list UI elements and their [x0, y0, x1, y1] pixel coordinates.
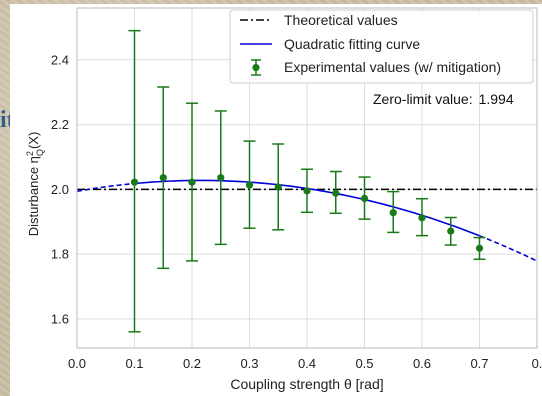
y-axis-label-sup: 2: [25, 151, 35, 156]
x-tick-label: 0.: [532, 356, 542, 371]
zero-limit-label: Zero-limit value:: [373, 91, 473, 107]
experimental-point: [473, 236, 486, 261]
x-tick-label: 0.0: [68, 356, 86, 371]
x-tick-label: 0.1: [125, 356, 143, 371]
fit-curve-extrapolation: [479, 235, 538, 262]
data-point: [159, 174, 167, 182]
legend-label-theoretical: Theoretical values: [284, 12, 398, 28]
x-tick-label: 0.2: [183, 356, 201, 371]
legend: Theoretical values Quadratic fitting cur…: [229, 9, 534, 84]
data-point: [245, 181, 254, 189]
data-point: [332, 189, 340, 197]
data-point: [274, 183, 282, 191]
experimental-point: [128, 29, 141, 333]
y-axis-label-arg: (X): [26, 132, 41, 149]
legend-label-experimental: Experimental values (w/ mitigation): [284, 59, 501, 75]
plot-frame: [76, 7, 538, 349]
errorbar-layer: [128, 29, 486, 333]
x-tick-label: 0.5: [355, 356, 373, 371]
legend-box: [229, 9, 534, 84]
data-point: [418, 214, 426, 222]
experimental-point: [387, 190, 400, 234]
fit-curve-extrapolation: [76, 182, 135, 193]
experimental-point: [444, 216, 457, 246]
y-axis-label-sub: Q: [35, 149, 45, 156]
x-tick-label: 0.4: [298, 356, 316, 371]
zero-limit-annotation: Zero-limit value: 1.994: [373, 91, 514, 107]
x-tick-label: 0.3: [240, 356, 258, 371]
experimental-point: [272, 143, 285, 231]
y-tick-label: 2.4: [51, 52, 69, 67]
experimental-point: [301, 168, 313, 214]
data-point: [217, 174, 225, 182]
data-point: [447, 227, 455, 235]
experimental-point: [243, 140, 256, 229]
x-tick-label: 0.7: [470, 356, 488, 371]
legend-swatch-experimental: [251, 59, 261, 76]
y-tick-label: 2.2: [51, 117, 69, 132]
experimental-point: [157, 86, 170, 270]
y-axis-label-main: Disturbance η: [26, 156, 41, 236]
y-tick-label: 1.6: [51, 311, 69, 326]
data-point: [188, 178, 196, 186]
experimental-point: [416, 197, 428, 237]
data-point: [360, 194, 369, 202]
experimental-point: [214, 110, 227, 246]
data-point: [303, 187, 311, 195]
y-tick-label: 1.8: [51, 247, 69, 262]
experimental-point: [186, 102, 198, 262]
y-tick-labels: 1.6 1.8 2.0 2.2 2.4: [51, 52, 69, 326]
x-tick-label: 0.6: [413, 356, 431, 371]
y-tick-label: 2.0: [51, 182, 69, 197]
x-axis-label: Coupling strength θ [rad]: [230, 376, 383, 392]
data-point: [130, 178, 139, 186]
experimental-point: [358, 176, 371, 220]
zero-limit-value: 1.994: [479, 91, 514, 107]
legend-label-fit: Quadratic fitting curve: [284, 36, 420, 52]
x-tick-labels: 0.0 0.1 0.2 0.3 0.4 0.5 0.6 0.7 0.: [68, 356, 542, 371]
data-point: [475, 244, 484, 252]
y-axis-label: Disturbance η2Q(X): [25, 132, 45, 237]
data-point: [389, 209, 397, 217]
experimental-point: [329, 170, 342, 215]
